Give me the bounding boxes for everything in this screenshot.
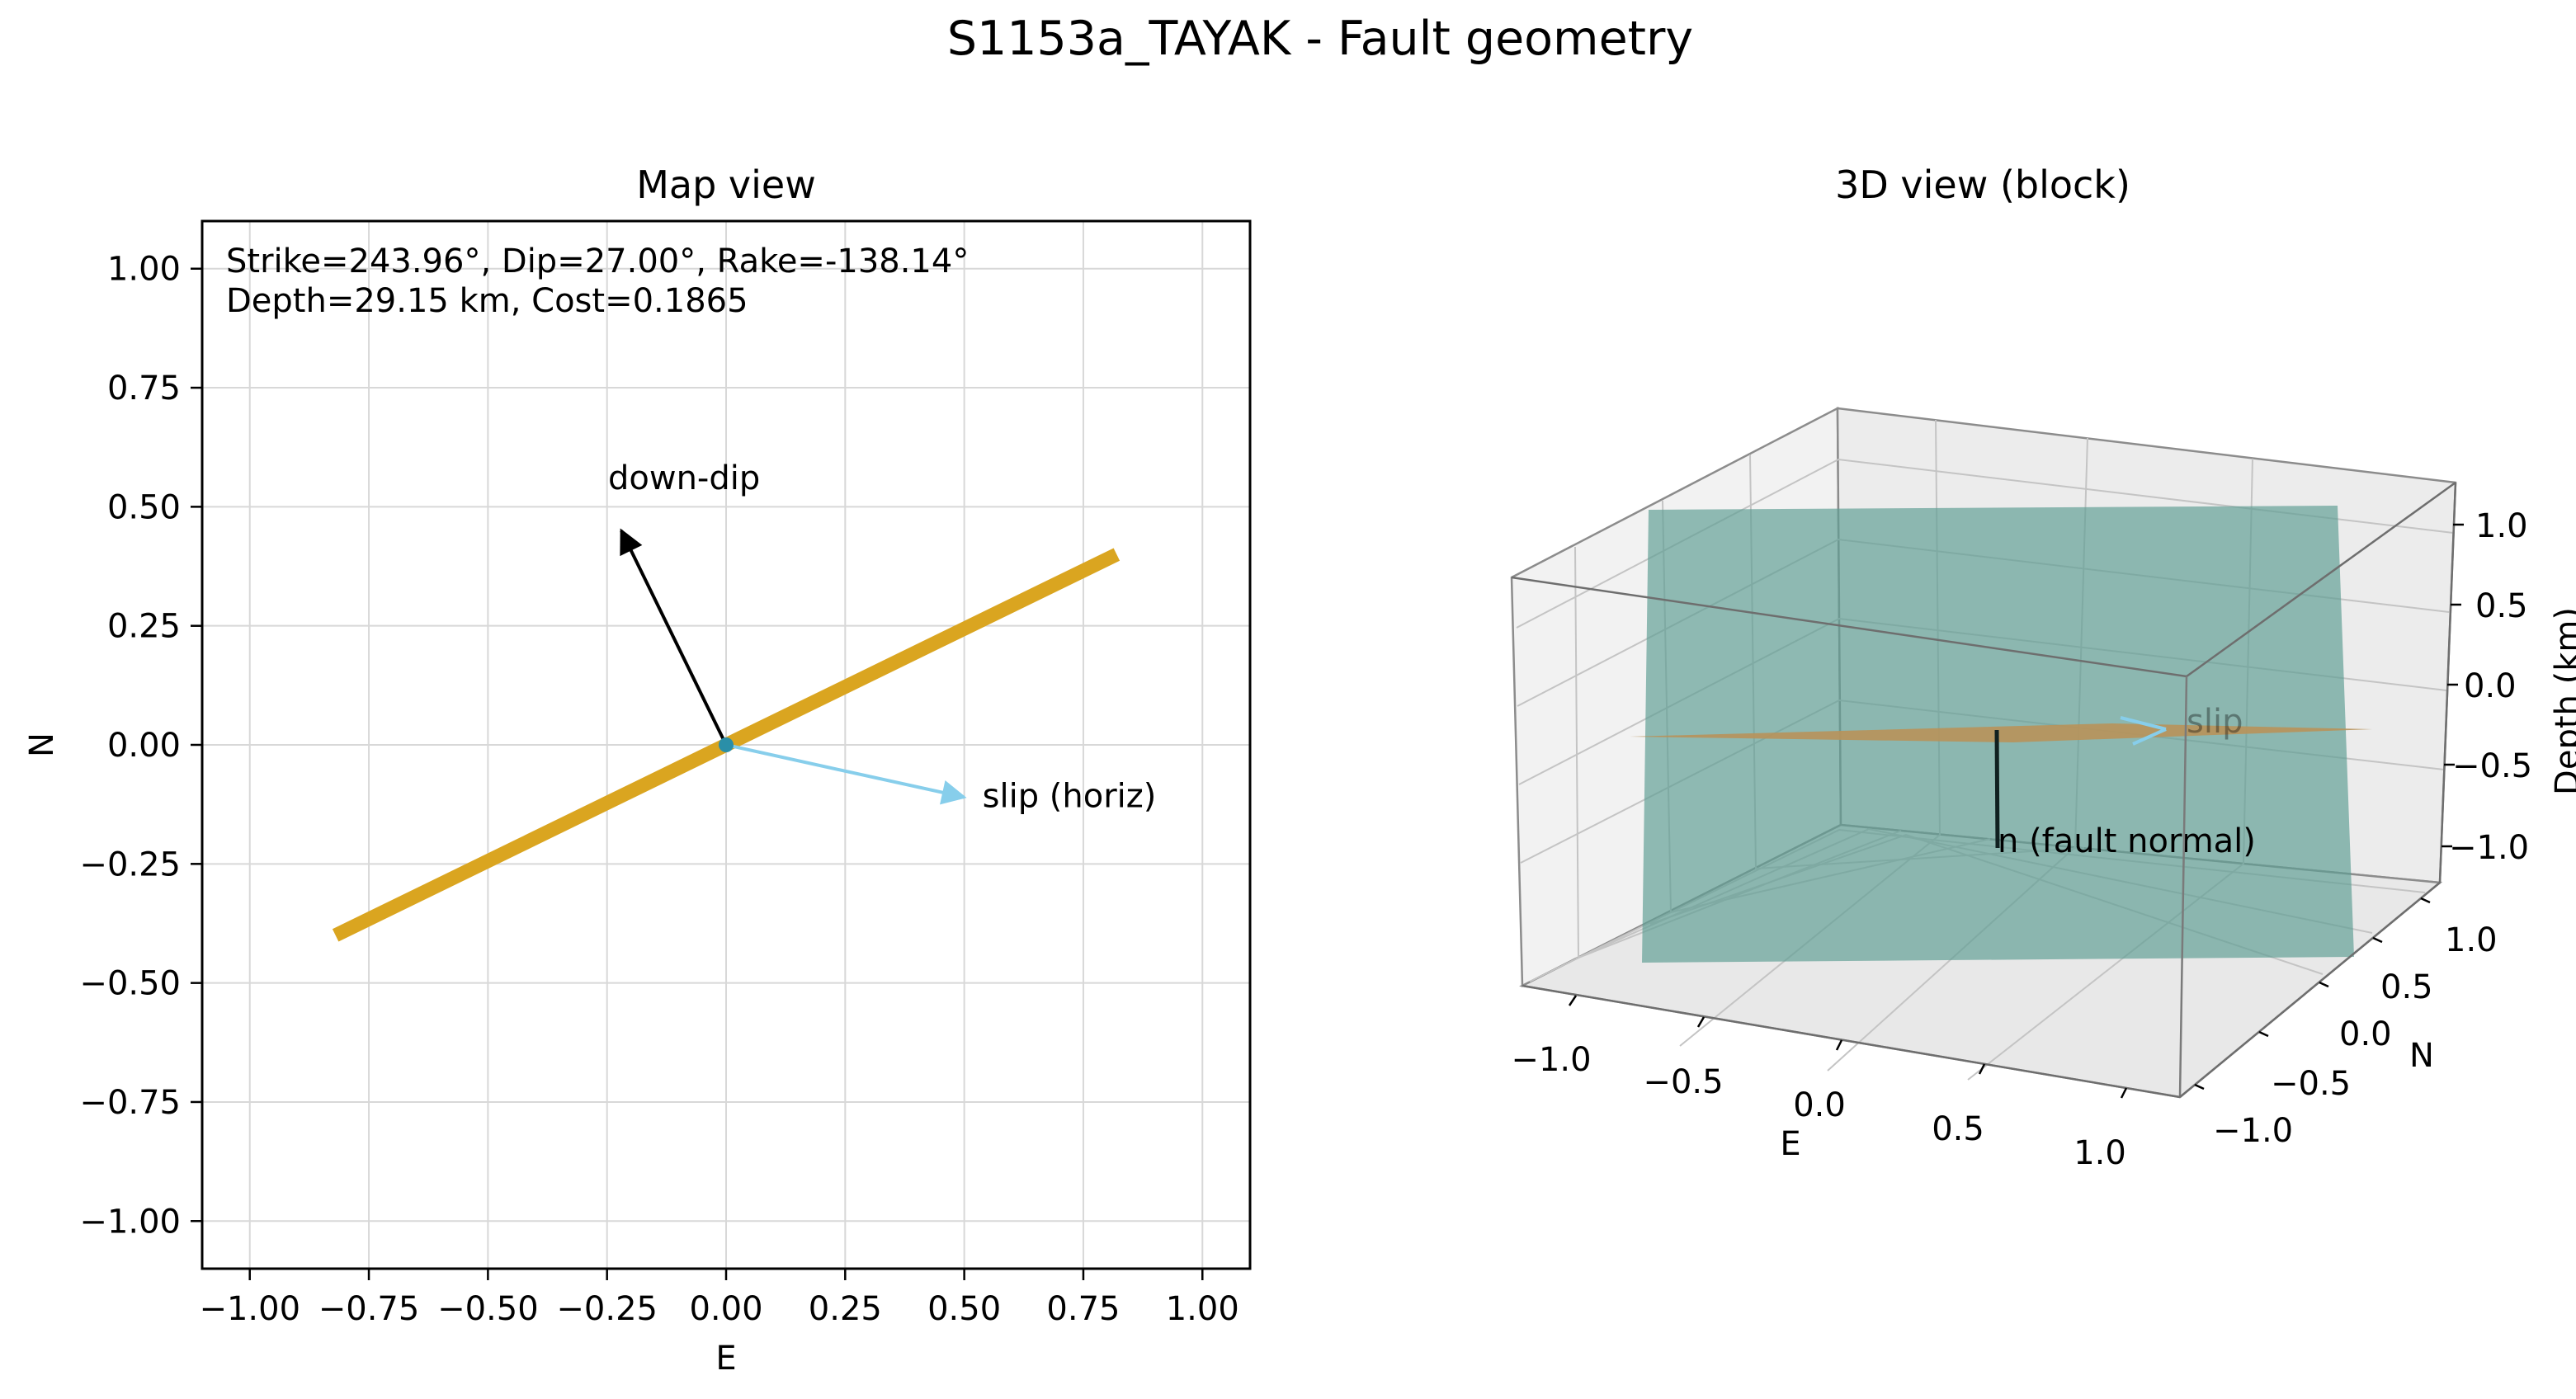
map-y-tick-label: −0.25 (79, 846, 181, 883)
map-y-tick-label: 0.75 (107, 370, 181, 407)
3d-z-tick-label: −0.5 (2452, 747, 2532, 785)
block-3d-axes: 3D view (block) slip n (fault normal) (1510, 163, 2576, 1172)
3d-z-tick-label: 0.0 (2464, 667, 2517, 705)
map-view-ylabel: N (23, 732, 61, 757)
slip-horiz-arrow (725, 743, 967, 805)
3d-z-tick-label: −1.0 (2449, 829, 2529, 867)
3d-n-axis-label: N (2409, 1037, 2434, 1075)
map-view-ticks: −1.00 −0.75 −0.50 −0.25 0.00 0.25 0.50 0.75 1.00… (79, 251, 1238, 1328)
map-x-tick-label: 0.75 (1046, 1290, 1120, 1328)
hypocenter-point (719, 737, 734, 752)
3d-n-tick-label: −1.0 (2213, 1112, 2293, 1150)
3d-e-tick-label: 1.0 (2074, 1134, 2126, 1172)
fault-normal-label: n (fault normal) (1998, 822, 2256, 860)
map-view-xlabel: E (715, 1340, 736, 1378)
map-y-tick-label: 0.00 (107, 727, 181, 765)
3d-e-axis-line (1522, 984, 2181, 1099)
3d-e-tick-label: −1.0 (1511, 1041, 1591, 1079)
3d-n-tick-label: 1.0 (2445, 921, 2498, 959)
map-x-tick-label: −1.00 (199, 1290, 300, 1328)
figure-title: S1153a_TAYAK - Fault geometry (947, 12, 1693, 66)
3d-z-tick-label: 0.5 (2475, 587, 2528, 625)
3d-n-tick-label: 0.0 (2339, 1015, 2392, 1053)
3d-z-axis-line (2438, 482, 2457, 883)
fault-parameters-line-1: Strike=243.96°, Dip=27.00°, Rake=-138.14… (226, 243, 969, 280)
map-y-tick-label: −0.50 (79, 965, 181, 1003)
down-dip-label: down-dip (608, 459, 760, 497)
map-x-tick-label: 0.25 (809, 1290, 882, 1328)
map-x-tick-label: −0.50 (437, 1290, 539, 1328)
slip-horiz-label: slip (horiz) (983, 778, 1157, 816)
3d-n-tick-label: −0.5 (2271, 1065, 2351, 1103)
map-y-tick-label: 1.00 (107, 251, 181, 289)
map-x-tick-label: 1.00 (1166, 1290, 1239, 1328)
map-view-axes: Map view down-dip slip (horiz) Strike=24… (23, 163, 1252, 1378)
3d-e-tick-label: 0.0 (1793, 1086, 1846, 1124)
3d-front-vertical-edge (2178, 676, 2188, 1098)
3d-n-axis-ticks (2194, 897, 2431, 1090)
3d-z-axis-label: Depth (km) (2549, 607, 2576, 795)
slip-3d-label: slip (2187, 703, 2243, 741)
3d-e-tick-label: −0.5 (1643, 1063, 1723, 1101)
block-view-title: 3D view (block) (1835, 163, 2130, 207)
map-x-tick-label: 0.50 (927, 1290, 1001, 1328)
map-y-tick-label: −0.75 (79, 1084, 181, 1122)
3d-z-tick-label: 1.0 (2475, 507, 2528, 545)
fault-normal-vector (1994, 729, 2000, 849)
map-view-title: Map view (636, 163, 816, 207)
map-y-tick-label: 0.50 (107, 488, 181, 526)
map-x-tick-label: −0.25 (556, 1290, 658, 1328)
map-y-tick-label: 0.25 (107, 608, 181, 646)
3d-z-axis-ticks (2442, 523, 2464, 848)
down-dip-arrow (620, 528, 728, 746)
fault-parameters-line-2: Depth=29.15 km, Cost=0.1865 (226, 282, 748, 320)
3d-e-axis-label: E (1780, 1125, 1800, 1163)
map-y-tick-label: −1.00 (79, 1203, 181, 1241)
3d-n-tick-label: 0.5 (2380, 968, 2433, 1006)
3d-n-axis-line (2179, 882, 2441, 1098)
3d-e-tick-label: 0.5 (1932, 1110, 1984, 1148)
slip-vector-3d (2120, 716, 2167, 746)
3d-e-axis-ticks (1568, 995, 2128, 1099)
map-x-tick-label: 0.00 (689, 1290, 762, 1328)
map-x-tick-label: −0.75 (318, 1290, 420, 1328)
